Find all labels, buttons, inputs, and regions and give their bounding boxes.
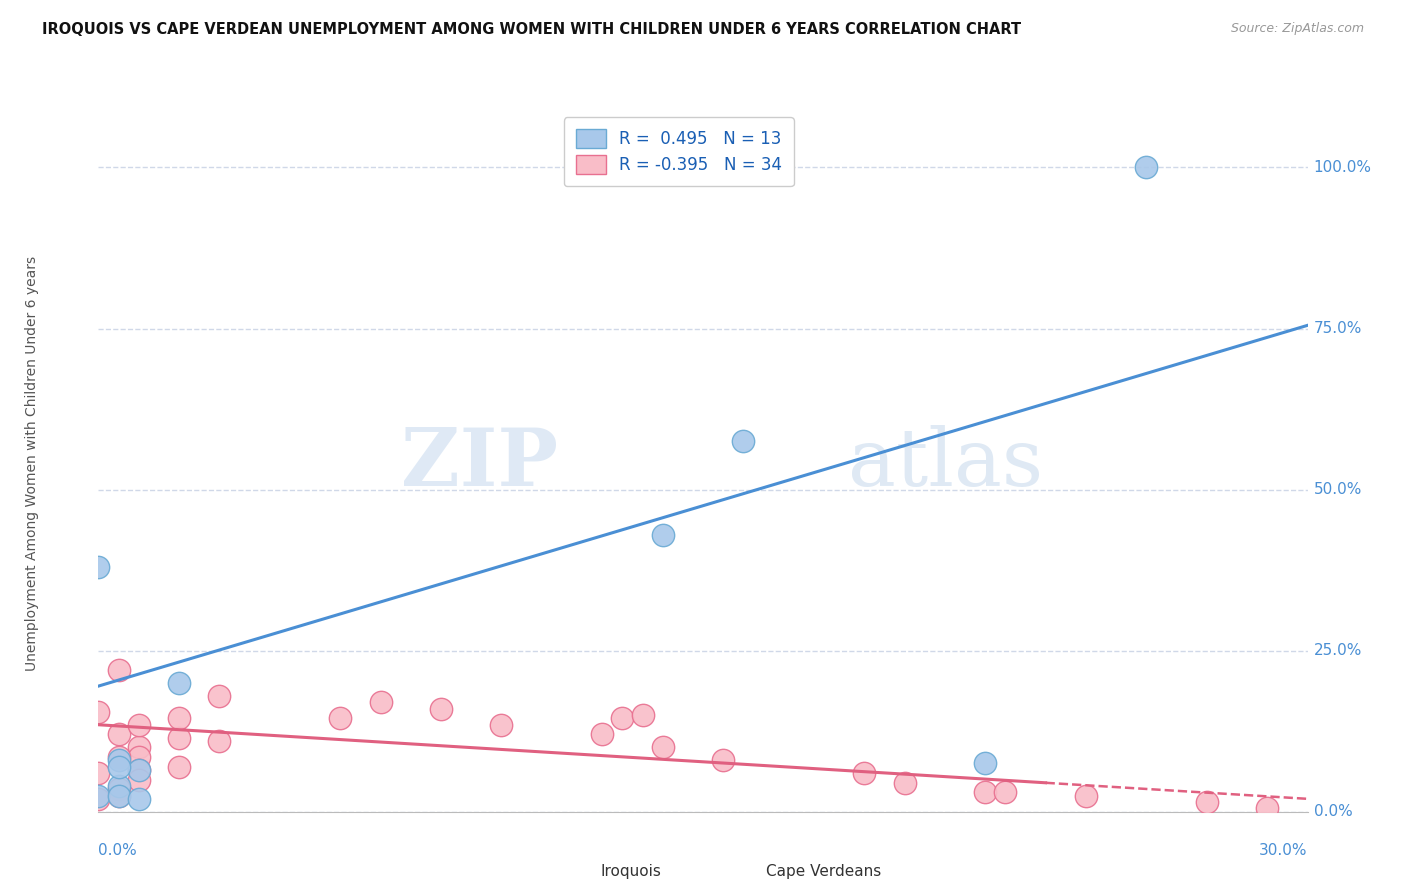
Point: [167, 731, 190, 745]
Text: Source: ZipAtlas.com: Source: ZipAtlas.com: [1230, 22, 1364, 36]
Point: [87, 560, 110, 574]
Text: atlas: atlas: [848, 425, 1043, 503]
Point: [612, 711, 634, 725]
Point: [370, 695, 392, 709]
Point: [893, 775, 915, 790]
Point: [107, 753, 129, 767]
Text: IROQUOIS VS CAPE VERDEAN UNEMPLOYMENT AMONG WOMEN WITH CHILDREN UNDER 6 YEARS CO: IROQUOIS VS CAPE VERDEAN UNEMPLOYMENT AM…: [42, 22, 1021, 37]
Text: ZIP: ZIP: [401, 425, 558, 503]
Point: [491, 717, 513, 731]
Point: [430, 701, 453, 715]
Text: Cape Verdeans: Cape Verdeans: [766, 863, 882, 879]
Point: [167, 676, 190, 690]
Point: [107, 789, 129, 803]
Text: 0.0%: 0.0%: [1313, 805, 1353, 819]
Point: [87, 792, 110, 806]
Point: [128, 750, 150, 764]
Text: Iroquois: Iroquois: [600, 863, 661, 879]
Point: [974, 785, 997, 799]
Point: [167, 711, 190, 725]
Point: [107, 727, 129, 741]
Text: 100.0%: 100.0%: [1313, 160, 1372, 175]
Point: [208, 689, 231, 703]
Point: [107, 663, 129, 677]
Point: [994, 785, 1017, 799]
Point: [87, 705, 110, 719]
Point: [651, 740, 673, 755]
Point: [974, 756, 997, 771]
Point: [128, 792, 150, 806]
Point: [128, 763, 150, 777]
Point: [107, 750, 129, 764]
Point: [1135, 161, 1157, 175]
Text: 30.0%: 30.0%: [1260, 843, 1308, 858]
Legend: R =  0.495   N = 13, R = -0.395   N = 34: R = 0.495 N = 13, R = -0.395 N = 34: [564, 118, 793, 186]
Text: 50.0%: 50.0%: [1313, 482, 1362, 497]
Point: [107, 779, 129, 793]
Point: [591, 727, 613, 741]
Text: 25.0%: 25.0%: [1313, 643, 1362, 658]
Point: [128, 772, 150, 787]
Text: 75.0%: 75.0%: [1313, 321, 1362, 336]
Point: [87, 766, 110, 780]
Point: [1256, 801, 1278, 815]
Point: [631, 708, 654, 723]
Point: [128, 740, 150, 755]
Point: [853, 766, 876, 780]
Point: [1074, 789, 1097, 803]
Point: [651, 527, 673, 541]
Point: [733, 434, 755, 449]
Text: Unemployment Among Women with Children Under 6 years: Unemployment Among Women with Children U…: [25, 256, 39, 672]
Point: [128, 717, 150, 731]
Point: [329, 711, 352, 725]
Point: [208, 734, 231, 748]
Point: [87, 789, 110, 803]
Text: 0.0%: 0.0%: [98, 843, 138, 858]
Point: [107, 789, 129, 803]
Point: [107, 782, 129, 797]
Point: [1195, 795, 1218, 809]
Point: [128, 763, 150, 777]
FancyBboxPatch shape: [769, 863, 803, 878]
Point: [167, 759, 190, 773]
Point: [711, 753, 734, 767]
Point: [107, 759, 129, 773]
FancyBboxPatch shape: [576, 863, 610, 878]
